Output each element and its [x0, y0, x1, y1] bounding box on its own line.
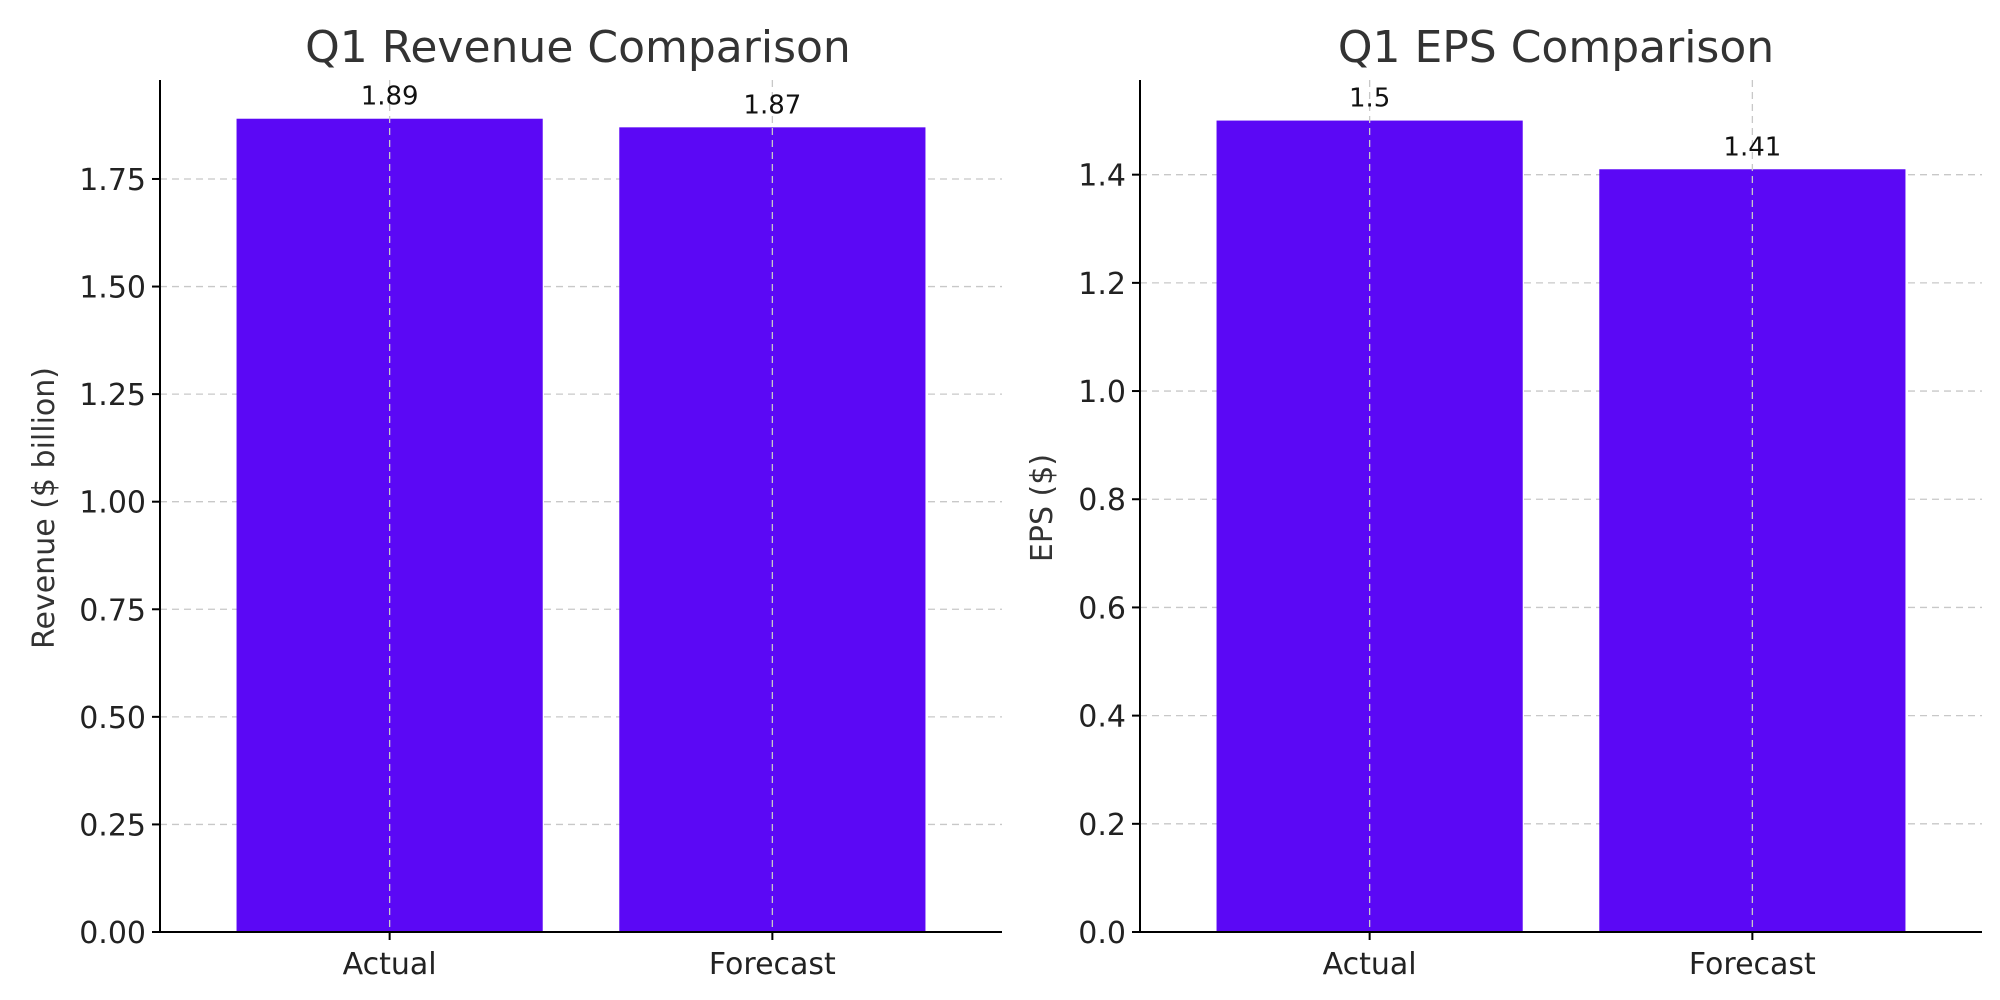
y-tick-label: 0.75 [79, 593, 146, 628]
data-labels: 1.89 1.87 [361, 82, 802, 121]
revenue-chart: Q1 Revenue Comparison Revenue ($ billion… [27, 22, 1002, 982]
bars [1216, 120, 1906, 933]
y-tick-label: 0.8 [1078, 483, 1126, 518]
y-tick-label: 0.50 [79, 701, 146, 736]
axes [159, 80, 1002, 933]
chart-title: Q1 Revenue Comparison [305, 22, 851, 73]
y-tick-label: 1.2 [1078, 267, 1126, 302]
x-tick-label: Forecast [709, 947, 836, 982]
eps-chart: Q1 EPS Comparison EPS ($) 0.00.20.40.60.… [1025, 22, 1982, 982]
bar-value-label: 1.5 [1349, 84, 1390, 114]
data-labels: 1.5 1.41 [1349, 84, 1781, 163]
y-tick-label: 0.6 [1078, 591, 1126, 626]
bar-value-label: 1.87 [743, 90, 801, 120]
y-tick-label: 1.75 [79, 163, 146, 198]
y-tick-label: 0.4 [1078, 700, 1126, 735]
y-tick-label: 1.00 [79, 486, 146, 521]
ticks: 0.0 0.2 0.4 0.6 0.8 1.0 1.2 1.4 Actual Forecast [1078, 159, 1816, 982]
x-tick-label: Actual [1323, 947, 1417, 982]
bar-value-label: 1.41 [1723, 132, 1781, 162]
y-axis-label: Revenue ($ billion) [27, 367, 62, 649]
y-tick-label: 1.50 [79, 271, 146, 306]
x-tick-label: Forecast [1689, 947, 1816, 982]
y-tick-label: 0.00 [79, 916, 146, 951]
y-tick-label: 0.2 [1078, 808, 1126, 843]
y-tick-label: 1.4 [1078, 159, 1126, 194]
y-tick-label: 0.0 [1078, 916, 1126, 951]
y-tick-label: 1.25 [79, 378, 146, 413]
x-tick-label: Actual [343, 947, 437, 982]
bar-value-label: 1.89 [361, 82, 419, 112]
y-tick-label: 1.0 [1078, 375, 1126, 410]
chart-title: Q1 EPS Comparison [1338, 22, 1774, 73]
bars [236, 118, 926, 933]
axes [1139, 80, 1982, 933]
y-axis-label: EPS ($) [1025, 454, 1060, 562]
ticks: 0.00 0.25 0.50 0.75 1.00 1.25 1.50 1.75 Actual Fo… [79, 163, 836, 982]
y-tick-label: 0.25 [79, 808, 146, 843]
